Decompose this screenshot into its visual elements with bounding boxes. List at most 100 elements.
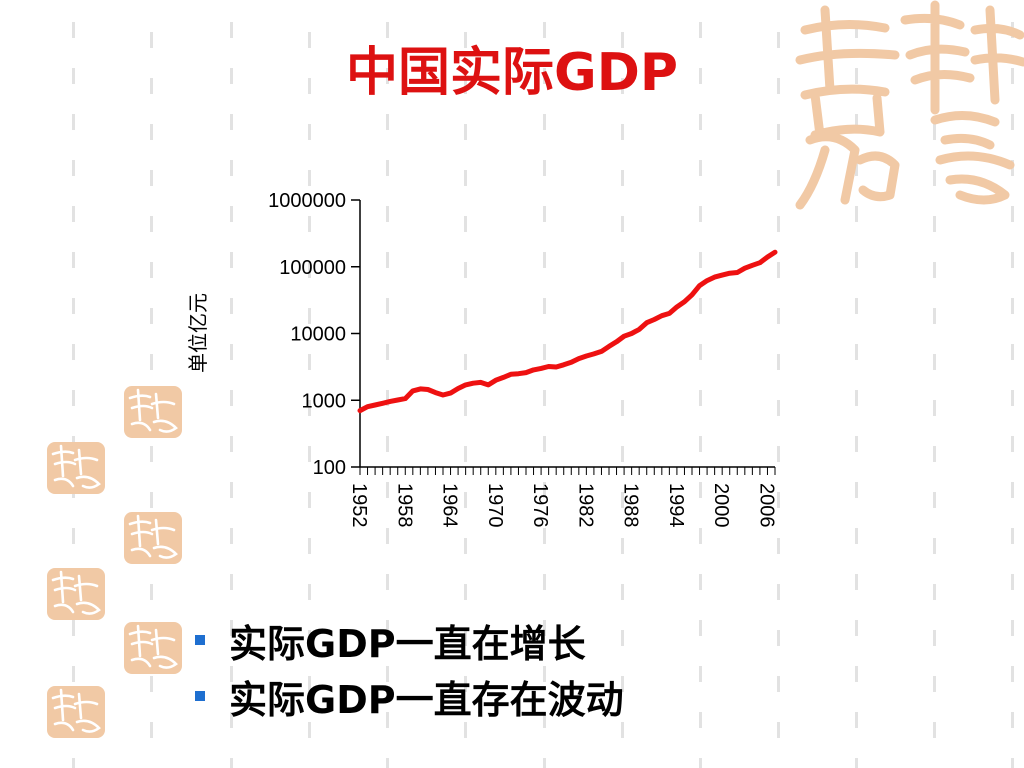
pattern-dash bbox=[621, 170, 624, 186]
calligraphy-seal-small bbox=[124, 622, 182, 674]
pattern-dash bbox=[543, 252, 546, 268]
pattern-dash bbox=[464, 584, 467, 600]
seal-glyph bbox=[51, 444, 101, 489]
pattern-dash bbox=[543, 482, 546, 498]
pattern-dash bbox=[464, 308, 467, 324]
pattern-dash bbox=[308, 630, 311, 646]
seal-glyph bbox=[128, 514, 178, 559]
pattern-dash bbox=[621, 308, 624, 324]
pattern-dash bbox=[72, 298, 75, 314]
pattern-dash bbox=[1011, 206, 1014, 222]
pattern-dash bbox=[1011, 298, 1014, 314]
pattern-dash bbox=[464, 492, 467, 508]
pattern-dash bbox=[621, 446, 624, 462]
pattern-dash bbox=[386, 666, 389, 682]
pattern-dash bbox=[464, 400, 467, 416]
bullet-item: 实际GDP一直在增长 bbox=[195, 612, 624, 668]
pattern-dash bbox=[621, 630, 624, 646]
pattern-dash bbox=[1011, 712, 1014, 728]
pattern-dash bbox=[933, 538, 936, 554]
pattern-dash bbox=[855, 758, 858, 768]
pattern-dash bbox=[777, 262, 780, 278]
chart-axes bbox=[359, 200, 775, 468]
x-tick-label: 1958 bbox=[393, 483, 415, 528]
pattern-dash bbox=[464, 446, 467, 462]
bullet-square-icon bbox=[195, 691, 205, 701]
calligraphy-seal-small bbox=[124, 386, 182, 438]
pattern-dash bbox=[230, 344, 233, 360]
pattern-dash bbox=[308, 538, 311, 554]
pattern-dash bbox=[230, 758, 233, 768]
pattern-dash bbox=[855, 68, 858, 84]
pattern-dash bbox=[230, 298, 233, 314]
pattern-dash bbox=[777, 630, 780, 646]
pattern-dash bbox=[464, 124, 467, 140]
pattern-dash bbox=[230, 528, 233, 544]
pattern-dash bbox=[699, 620, 702, 636]
pattern-dash bbox=[699, 298, 702, 314]
pattern-dash bbox=[855, 390, 858, 406]
pattern-dash bbox=[386, 22, 389, 38]
pattern-dash bbox=[543, 712, 546, 728]
pattern-dash bbox=[230, 22, 233, 38]
pattern-dash bbox=[1011, 620, 1014, 636]
pattern-dash bbox=[855, 436, 858, 452]
pattern-dash bbox=[230, 252, 233, 268]
pattern-dash bbox=[386, 68, 389, 84]
pattern-dash bbox=[386, 252, 389, 268]
pattern-dash bbox=[1011, 114, 1014, 130]
pattern-dash bbox=[150, 722, 153, 738]
pattern-dash bbox=[72, 390, 75, 406]
pattern-dash bbox=[855, 252, 858, 268]
pattern-dash bbox=[150, 354, 153, 370]
pattern-dash bbox=[72, 528, 75, 544]
pattern-dash bbox=[777, 78, 780, 94]
pattern-dash bbox=[308, 216, 311, 232]
pattern-dash bbox=[777, 676, 780, 692]
pattern-dash bbox=[72, 206, 75, 222]
pattern-dash bbox=[933, 584, 936, 600]
pattern-dash bbox=[855, 528, 858, 544]
pattern-dash bbox=[543, 758, 546, 768]
pattern-dash bbox=[386, 758, 389, 768]
pattern-dash bbox=[621, 538, 624, 554]
y-tick-label: 1000 bbox=[302, 390, 347, 412]
pattern-dash bbox=[543, 298, 546, 314]
pattern-dash bbox=[230, 206, 233, 222]
pattern-dash bbox=[308, 78, 311, 94]
pattern-dash bbox=[230, 620, 233, 636]
x-tick-label: 1976 bbox=[529, 483, 551, 528]
pattern-dash bbox=[386, 298, 389, 314]
pattern-dash bbox=[1011, 344, 1014, 360]
pattern-dash bbox=[621, 354, 624, 370]
pattern-dash bbox=[543, 68, 546, 84]
pattern-dash bbox=[855, 114, 858, 130]
pattern-dash bbox=[150, 492, 153, 508]
pattern-dash bbox=[72, 252, 75, 268]
pattern-dash bbox=[230, 160, 233, 176]
pattern-dash bbox=[1011, 528, 1014, 544]
pattern-dash bbox=[543, 666, 546, 682]
pattern-dash bbox=[1011, 68, 1014, 84]
pattern-dash bbox=[933, 216, 936, 232]
pattern-dash bbox=[230, 390, 233, 406]
pattern-dash bbox=[699, 574, 702, 590]
bullet-item: 实际GDP一直存在波动 bbox=[195, 668, 624, 724]
pattern-dash bbox=[72, 344, 75, 360]
pattern-dash bbox=[230, 114, 233, 130]
calligraphy-seal-small bbox=[47, 686, 105, 738]
pattern-dash bbox=[1011, 666, 1014, 682]
pattern-dash bbox=[621, 400, 624, 416]
pattern-dash bbox=[777, 170, 780, 186]
pattern-dash bbox=[699, 528, 702, 544]
pattern-dash bbox=[150, 78, 153, 94]
pattern-dash bbox=[699, 482, 702, 498]
pattern-dash bbox=[308, 308, 311, 324]
pattern-dash bbox=[855, 712, 858, 728]
pattern-dash bbox=[464, 354, 467, 370]
y-axis-label: 单位亿元 bbox=[186, 293, 210, 373]
pattern-dash bbox=[308, 400, 311, 416]
pattern-dash bbox=[386, 712, 389, 728]
pattern-dash bbox=[308, 124, 311, 140]
pattern-dash bbox=[543, 390, 546, 406]
